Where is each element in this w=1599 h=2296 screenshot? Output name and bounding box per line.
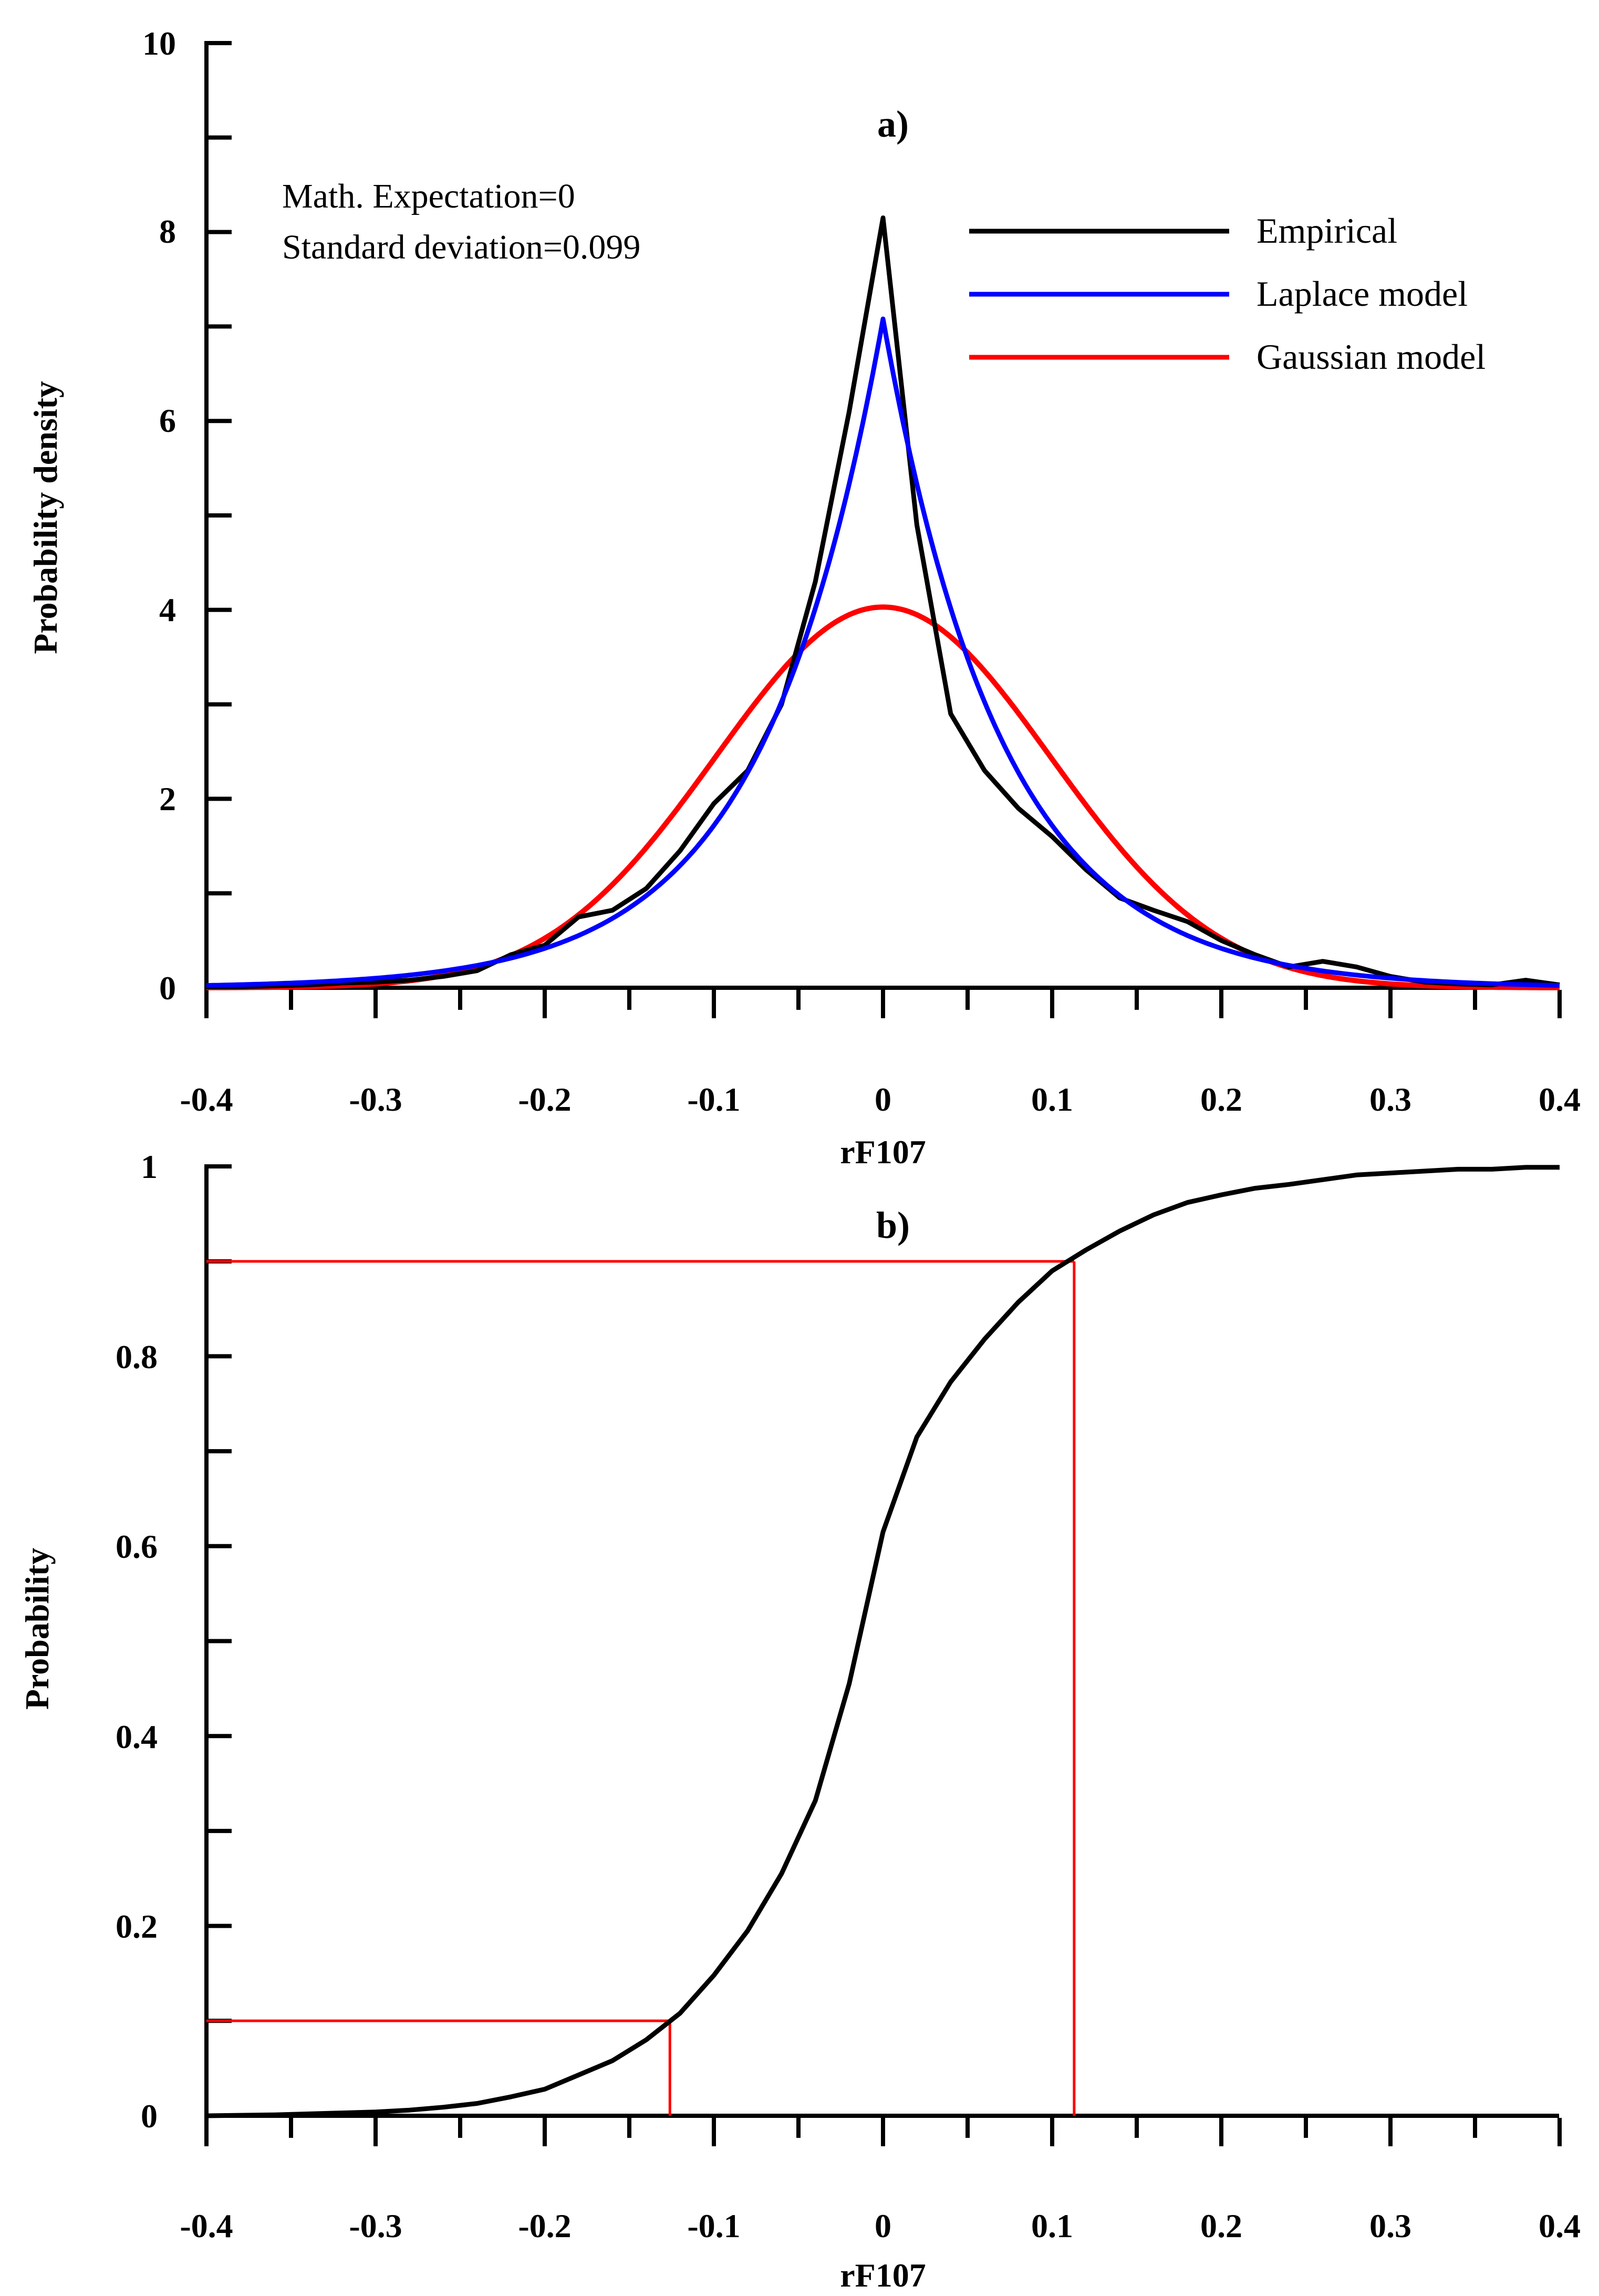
panel-a-legend: Empirical Laplace model Gaussian model xyxy=(969,211,1486,377)
panel-a-y-tick-label: 8 xyxy=(159,213,176,250)
panel-a: 0 2 4 6 8 10 -0.4 -0.3 -0.2 -0.1 0 0.1 0… xyxy=(27,25,1581,1171)
panel-a-y-tick-labels: 0 2 4 6 8 10 xyxy=(142,25,176,1007)
panel-a-annotation-expectation: Math. Expectation=0 xyxy=(282,177,575,215)
empirical-density-line xyxy=(206,215,1560,989)
laplace-model-line xyxy=(206,316,1560,988)
panel-b-x-tick-label: 0 xyxy=(875,2207,891,2245)
panel-b-y-tick-label: 0.4 xyxy=(116,1718,158,1755)
panel-a-y-tick-label: 2 xyxy=(159,780,176,818)
panel-a-y-axis-title: Probability density xyxy=(27,381,64,654)
panel-b-y-tick-label: 0.2 xyxy=(116,1908,158,1945)
empirical-cdf-line xyxy=(206,1165,1560,2118)
panel-a-x-tick-label: 0.3 xyxy=(1369,1081,1411,1118)
panel-b-y-tick-labels: 0 0.2 0.4 0.6 0.8 1 xyxy=(116,1148,158,2135)
panel-b: 0 0.2 0.4 0.6 0.8 1 -0.4 -0.3 -0.2 -0.1 … xyxy=(18,1148,1581,2294)
panel-a-y-tick-label: 6 xyxy=(159,402,176,439)
panel-a-x-tick-label: 0.1 xyxy=(1031,1081,1073,1118)
panel-b-x-tick-labels: -0.4 -0.3 -0.2 -0.1 0 0.1 0.2 0.3 0.4 xyxy=(180,2207,1581,2245)
panel-a-label: a) xyxy=(877,103,909,145)
panel-b-x-tick-label: -0.3 xyxy=(349,2207,402,2245)
panel-b-x-tick-label: 0.3 xyxy=(1369,2207,1411,2245)
panel-a-x-tick-label: -0.3 xyxy=(349,1081,402,1118)
legend-label-gaussian: Gaussian model xyxy=(1257,337,1486,377)
panel-b-y-tick-label: 1 xyxy=(141,1148,158,1185)
panel-a-plot-area xyxy=(206,215,1560,990)
panel-b-quantile-lines xyxy=(206,1260,1076,2116)
panel-b-x-ticks xyxy=(204,2118,1562,2146)
panel-a-x-tick-label: 0 xyxy=(875,1081,891,1118)
panel-a-annotation-std: Standard deviation=0.099 xyxy=(282,228,640,266)
panel-b-label: b) xyxy=(876,1204,910,1246)
panel-a-y-tick-label: 10 xyxy=(142,25,176,62)
panel-a-x-tick-labels: -0.4 -0.3 -0.2 -0.1 0 0.1 0.2 0.3 0.4 xyxy=(180,1081,1581,1118)
panel-b-x-tick-label: 0.1 xyxy=(1031,2207,1073,2245)
panel-b-x-tick-label: -0.1 xyxy=(687,2207,740,2245)
panel-a-x-tick-label: -0.2 xyxy=(518,1081,571,1118)
legend-label-empirical: Empirical xyxy=(1257,211,1397,251)
panel-b-x-tick-label: 0.4 xyxy=(1539,2207,1581,2245)
panel-b-y-tick-label: 0.6 xyxy=(116,1528,158,1565)
panel-a-x-tick-label: 0.2 xyxy=(1200,1081,1242,1118)
panel-a-y-tick-label: 0 xyxy=(159,969,176,1007)
legend-label-laplace: Laplace model xyxy=(1257,274,1468,314)
panel-b-y-tick-label: 0.8 xyxy=(116,1338,158,1375)
panel-a-x-tick-label: -0.1 xyxy=(687,1081,740,1118)
panel-b-x-tick-label: -0.4 xyxy=(180,2207,233,2245)
panel-b-x-axis-title: rF107 xyxy=(840,2257,926,2294)
panel-b-y-axis-title: Probability xyxy=(18,1548,56,1710)
panel-a-y-tick-label: 4 xyxy=(159,591,176,628)
panel-a-x-ticks xyxy=(204,990,1562,1018)
panel-b-y-tick-label: 0 xyxy=(141,2097,158,2135)
panel-b-x-tick-label: -0.2 xyxy=(518,2207,571,2245)
panel-a-x-tick-label: -0.4 xyxy=(180,1081,233,1118)
panel-a-x-axis-title: rF107 xyxy=(840,1133,926,1171)
panel-a-x-tick-label: 0.4 xyxy=(1539,1081,1581,1118)
panel-b-x-tick-label: 0.2 xyxy=(1200,2207,1242,2245)
